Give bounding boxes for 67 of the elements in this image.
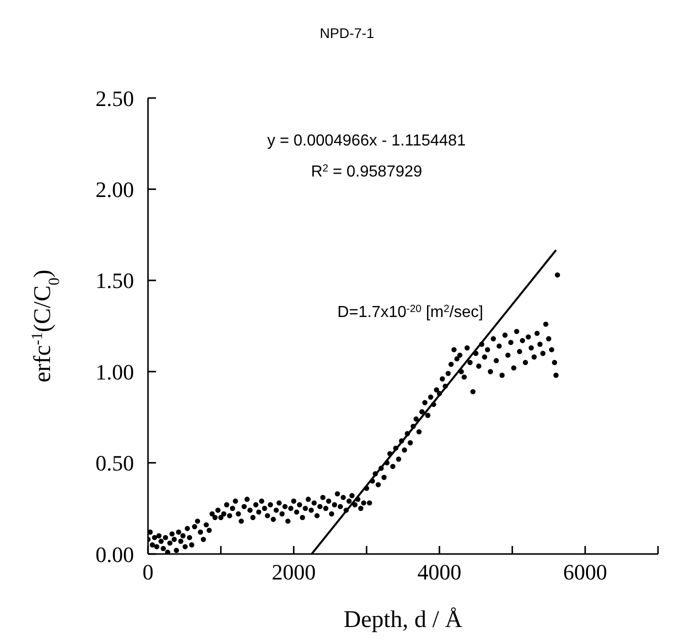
point xyxy=(376,482,381,488)
point xyxy=(451,347,457,352)
point xyxy=(484,347,490,352)
point xyxy=(516,348,522,354)
point xyxy=(467,360,473,366)
point xyxy=(540,350,546,356)
point xyxy=(464,345,470,350)
x-tick-label: 4000 xyxy=(417,560,462,585)
point xyxy=(528,345,534,350)
point xyxy=(448,362,454,367)
point xyxy=(402,447,408,453)
point xyxy=(532,354,537,360)
point xyxy=(454,356,460,362)
point xyxy=(490,336,496,342)
point xyxy=(546,336,552,342)
point xyxy=(416,429,422,434)
point xyxy=(408,440,413,446)
point xyxy=(499,372,505,378)
point xyxy=(462,374,467,380)
point xyxy=(488,369,494,374)
y-tick-label: 0.00 xyxy=(96,542,134,567)
point xyxy=(543,322,548,327)
point xyxy=(537,342,543,347)
point xyxy=(414,416,419,422)
point xyxy=(434,387,440,392)
y-tick-label: 0.50 xyxy=(96,450,134,476)
point xyxy=(390,464,396,470)
y-tick-label: 2.00 xyxy=(96,177,134,202)
x-tick-label: 6000 xyxy=(563,560,608,585)
y-tick-label: 1.00 xyxy=(96,359,134,384)
point xyxy=(520,338,526,344)
x-tick-label: 2000 xyxy=(272,560,316,585)
point xyxy=(381,474,387,480)
point xyxy=(505,352,511,358)
point xyxy=(554,272,560,278)
point xyxy=(428,394,434,400)
point xyxy=(514,328,520,334)
point xyxy=(470,389,476,394)
point xyxy=(482,354,488,360)
annotation: R$^{2}$ = 0.9587929 xyxy=(310,162,422,180)
point xyxy=(396,456,402,462)
point xyxy=(526,334,531,340)
y-tick-label: 2.50 xyxy=(96,86,134,111)
point xyxy=(422,400,428,406)
chart-title: NPD-7-1 xyxy=(320,25,374,41)
point xyxy=(496,343,502,349)
point xyxy=(419,409,425,414)
point xyxy=(440,376,445,382)
point xyxy=(553,372,559,378)
x-axis-title: Depth, d / Å xyxy=(344,607,463,633)
annotation: y = 0.0004966x - 1.1154481 xyxy=(267,132,466,150)
point xyxy=(457,352,462,358)
point xyxy=(494,358,499,364)
point xyxy=(502,332,508,338)
point xyxy=(476,364,482,369)
point xyxy=(425,412,430,418)
point xyxy=(522,360,528,366)
annotation: D=1.7x10$^{-20}$ [m$^{2}$/sec] xyxy=(337,303,484,321)
x-tick-label: 0 xyxy=(142,560,154,585)
point xyxy=(508,340,514,346)
point xyxy=(366,500,372,506)
point xyxy=(511,365,516,371)
point xyxy=(549,347,554,352)
point xyxy=(534,330,540,336)
point xyxy=(446,370,451,376)
point xyxy=(552,360,558,366)
y-tick-label: 1.50 xyxy=(96,268,134,294)
